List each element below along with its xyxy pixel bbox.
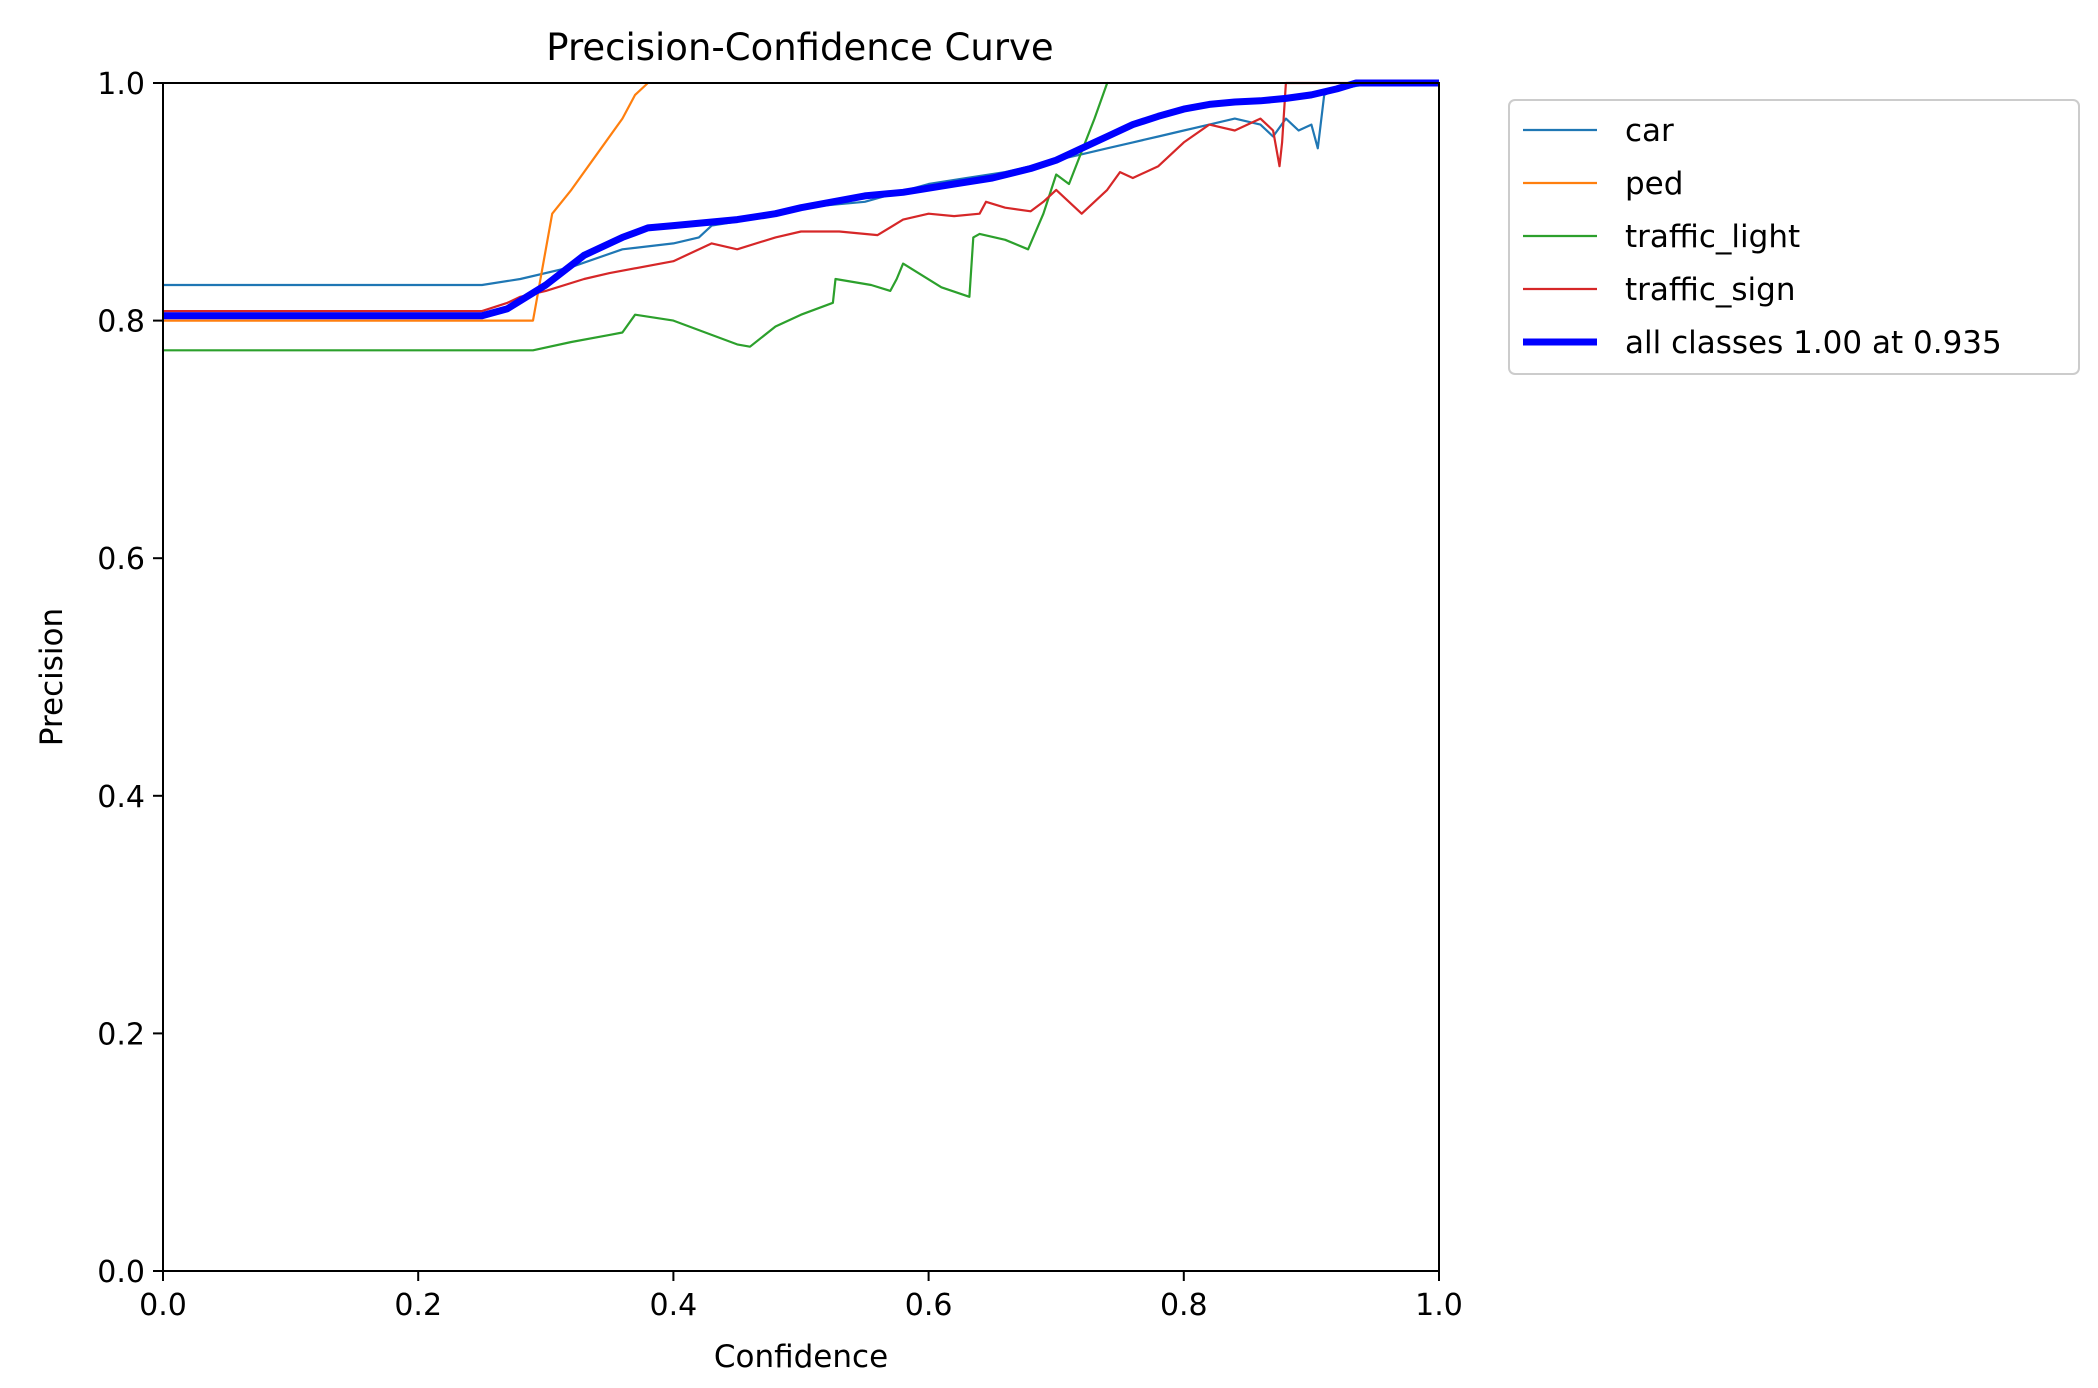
- legend-label-all-classes-1-00-at-0-935: all classes 1.00 at 0.935: [1625, 325, 2002, 361]
- plot-lines: [163, 79, 1439, 352]
- y-tick-label: 0.8: [97, 305, 145, 340]
- series-line-all-classes-1-00-at-0-935: [163, 79, 1439, 320]
- y-tick-label: 0.4: [97, 780, 145, 815]
- y-tick-label: 0.0: [97, 1255, 145, 1290]
- y-tick-label: 0.2: [97, 1017, 145, 1052]
- legend-label-car: car: [1625, 113, 1674, 149]
- x-axis-ticks: 0.0 0.2 0.4 0.6 0.8 1.0: [139, 1271, 1463, 1323]
- x-tick-label: 0.0: [139, 1288, 187, 1323]
- series-line-car: [163, 81, 1439, 287]
- series-line-traffic-light: [163, 81, 1109, 352]
- legend-label-traffic-light: traffic_light: [1625, 219, 1800, 255]
- x-axis-label: Confidence: [714, 1339, 888, 1375]
- legend-label-traffic-sign: traffic_sign: [1625, 272, 1796, 308]
- series-line-traffic-sign: [163, 81, 1439, 313]
- x-tick-label: 0.8: [1160, 1288, 1208, 1323]
- x-tick-label: 0.2: [394, 1288, 442, 1323]
- x-tick-label: 0.4: [650, 1288, 698, 1323]
- y-tick-label: 0.6: [97, 542, 145, 577]
- legend-label-ped: ped: [1625, 166, 1683, 202]
- legend-box: [1508, 99, 2080, 375]
- y-axis-ticks: 0.0 0.2 0.4 0.6 0.8 1.0: [97, 67, 163, 1290]
- series-line-ped: [163, 81, 650, 322]
- plot-area-frame: [162, 82, 1440, 1272]
- y-axis-label: Precision: [34, 608, 70, 746]
- x-tick-label: 0.6: [905, 1288, 953, 1323]
- chart-title: Precision-Confidence Curve: [546, 26, 1053, 69]
- y-tick-label: 1.0: [97, 67, 145, 102]
- x-tick-label: 1.0: [1415, 1288, 1463, 1323]
